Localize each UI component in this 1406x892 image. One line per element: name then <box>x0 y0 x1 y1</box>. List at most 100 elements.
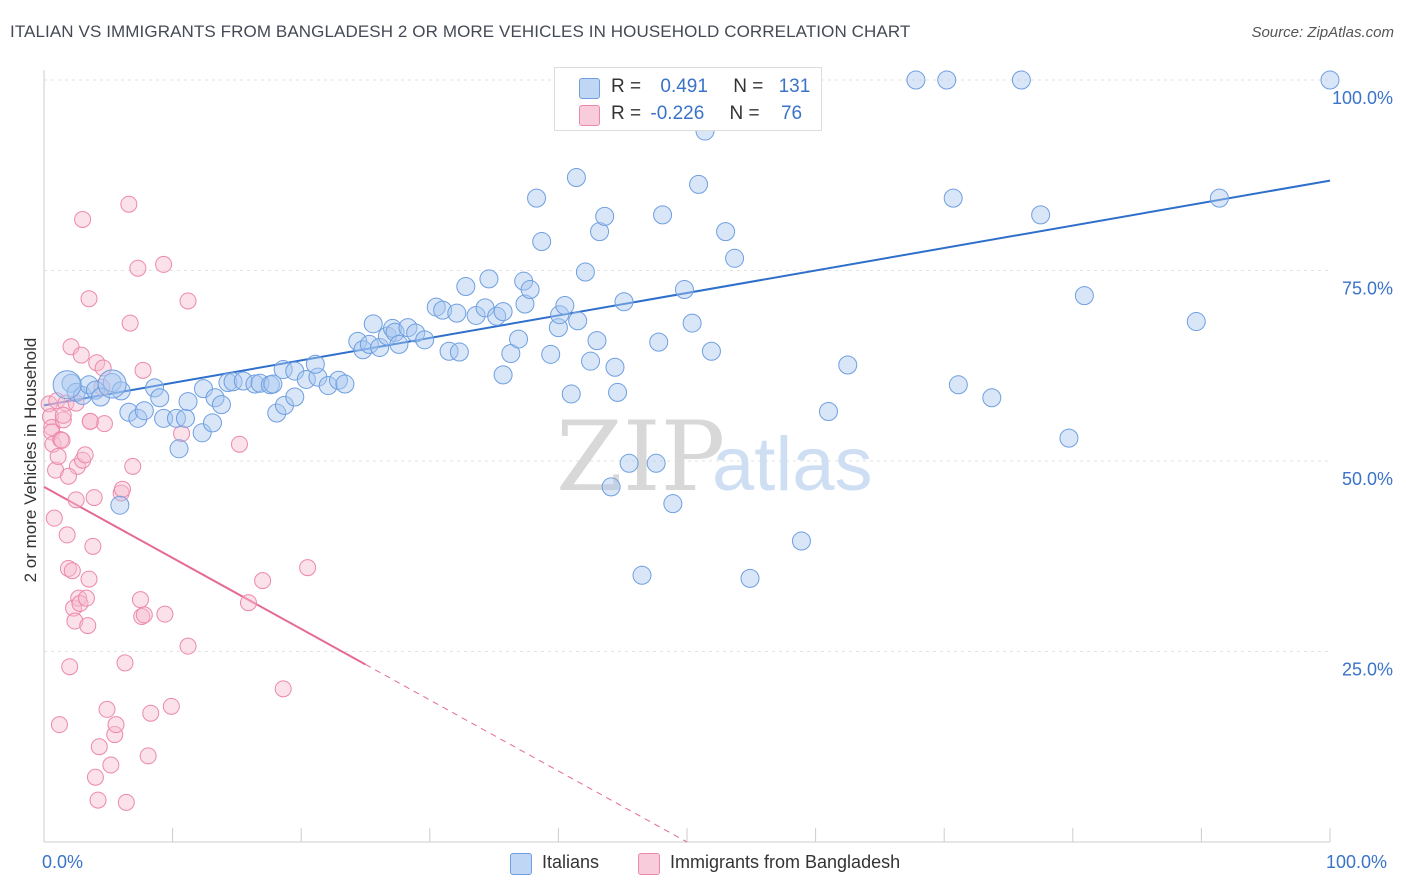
italians-point <box>614 292 634 312</box>
italians-point <box>532 232 552 252</box>
x-tick-label-min: 0.0% <box>42 852 84 872</box>
italians-point <box>370 337 390 357</box>
italians-point <box>285 387 305 407</box>
bangladesh-point <box>134 361 152 379</box>
italians-point <box>192 423 212 443</box>
italians-point <box>233 371 253 391</box>
italians-point <box>646 453 666 473</box>
bangladesh-point <box>156 605 174 623</box>
x-tick-label-max: 100.0% <box>1326 852 1388 872</box>
italians-point <box>415 330 435 350</box>
gridlines <box>44 79 1330 652</box>
bangladesh-point <box>142 704 160 722</box>
italians-point <box>663 494 683 514</box>
bangladesh-point <box>107 716 125 734</box>
bangladesh-point <box>59 467 77 485</box>
italians-point <box>1320 70 1340 90</box>
y-tick-label: 75.0% <box>1342 279 1393 299</box>
bangladesh-point <box>179 292 197 310</box>
bangladesh-point <box>52 431 70 449</box>
bangladesh-point <box>102 756 120 774</box>
italians-point <box>389 334 409 354</box>
legend-n-value: 76 <box>780 103 803 124</box>
italians-point <box>296 369 316 389</box>
italians-point <box>561 384 581 404</box>
bangladesh-point <box>45 509 63 527</box>
bangladesh-point <box>173 425 191 443</box>
legend-r-label: R = <box>611 76 642 97</box>
bangladesh-trend-line <box>43 486 366 666</box>
bangladesh-point <box>86 768 104 786</box>
bangladesh-point <box>76 446 94 464</box>
bottom-legend-swatch-italians <box>510 853 532 875</box>
italians-point <box>725 248 745 268</box>
italians-point <box>335 374 355 394</box>
bangladesh-point <box>179 637 197 655</box>
italians-point <box>605 357 625 377</box>
bangladesh-trend-line-extension <box>365 664 688 843</box>
bangladesh-point <box>95 415 113 433</box>
legend-n-label: N = <box>733 76 764 97</box>
italians-point <box>1209 188 1229 208</box>
italians-point <box>274 395 294 415</box>
bangladesh-point <box>66 612 84 630</box>
legend-swatch-bangladesh <box>579 105 600 126</box>
italians-point <box>509 329 529 349</box>
bangladesh-point <box>72 346 90 364</box>
bangladesh-point <box>53 431 71 449</box>
bangladesh-point <box>58 526 76 544</box>
watermark-atlas: atlas <box>712 422 873 507</box>
bangladesh-point <box>274 680 292 698</box>
italians-point <box>493 302 513 322</box>
italians-point <box>363 314 383 334</box>
italians-point <box>632 565 652 585</box>
italians-point <box>527 188 547 208</box>
italians-point <box>716 222 736 242</box>
bangladesh-point <box>129 259 147 277</box>
y-tick-label: 50.0% <box>1342 469 1393 489</box>
bottom-legend-label-bangladesh: Immigrants from Bangladesh <box>670 852 901 872</box>
bottom-legend-italians: Italians <box>510 852 620 878</box>
italians-point <box>575 262 595 282</box>
italians-point <box>818 401 838 421</box>
italians-point-large <box>52 370 82 400</box>
bangladesh-point <box>230 435 248 453</box>
italians-point <box>202 413 222 433</box>
bangladesh-point <box>139 747 157 765</box>
bangladesh-point <box>79 617 97 635</box>
italians-point <box>318 376 338 396</box>
italians-points <box>52 70 1340 588</box>
y-tick-label: 25.0% <box>1342 660 1393 680</box>
italians-point <box>595 206 615 226</box>
y-axis-label: 2 or more Vehicles in Household <box>21 337 40 583</box>
bangladesh-point <box>61 658 79 676</box>
bangladesh-point <box>113 480 131 498</box>
bangladesh-point <box>54 411 72 429</box>
italians-point <box>1074 286 1094 306</box>
italians-point <box>1011 70 1031 90</box>
watermark-zip: ZIP <box>556 401 725 513</box>
bangladesh-point <box>80 570 98 588</box>
bottom-legend-swatch-bangladesh <box>638 853 660 875</box>
italians-point <box>305 354 325 374</box>
bottom-legend-bangladesh: Immigrants from Bangladesh <box>638 852 938 878</box>
italians-point <box>479 269 499 289</box>
bangladesh-point <box>85 489 103 507</box>
bangladesh-point <box>50 716 68 734</box>
chart-title: ITALIAN VS IMMIGRANTS FROM BANGLADESH 2 … <box>10 22 911 41</box>
italians-point <box>581 351 601 371</box>
legend-n-label: N = <box>729 103 760 124</box>
italians-point <box>385 322 405 342</box>
italians-point <box>653 205 673 225</box>
bangladesh-point <box>135 606 153 624</box>
legend-r-label: R = <box>611 103 642 124</box>
italians-point <box>169 439 189 459</box>
bangladesh-point <box>77 589 95 607</box>
bangladesh-point <box>133 607 151 625</box>
italians-point <box>145 378 165 398</box>
correlation-legend: R = 0.491 N = 131 R = -0.226 N = 76 <box>554 67 822 131</box>
italians-point <box>566 168 586 188</box>
italians-point <box>906 70 926 90</box>
italians-point <box>587 331 607 351</box>
